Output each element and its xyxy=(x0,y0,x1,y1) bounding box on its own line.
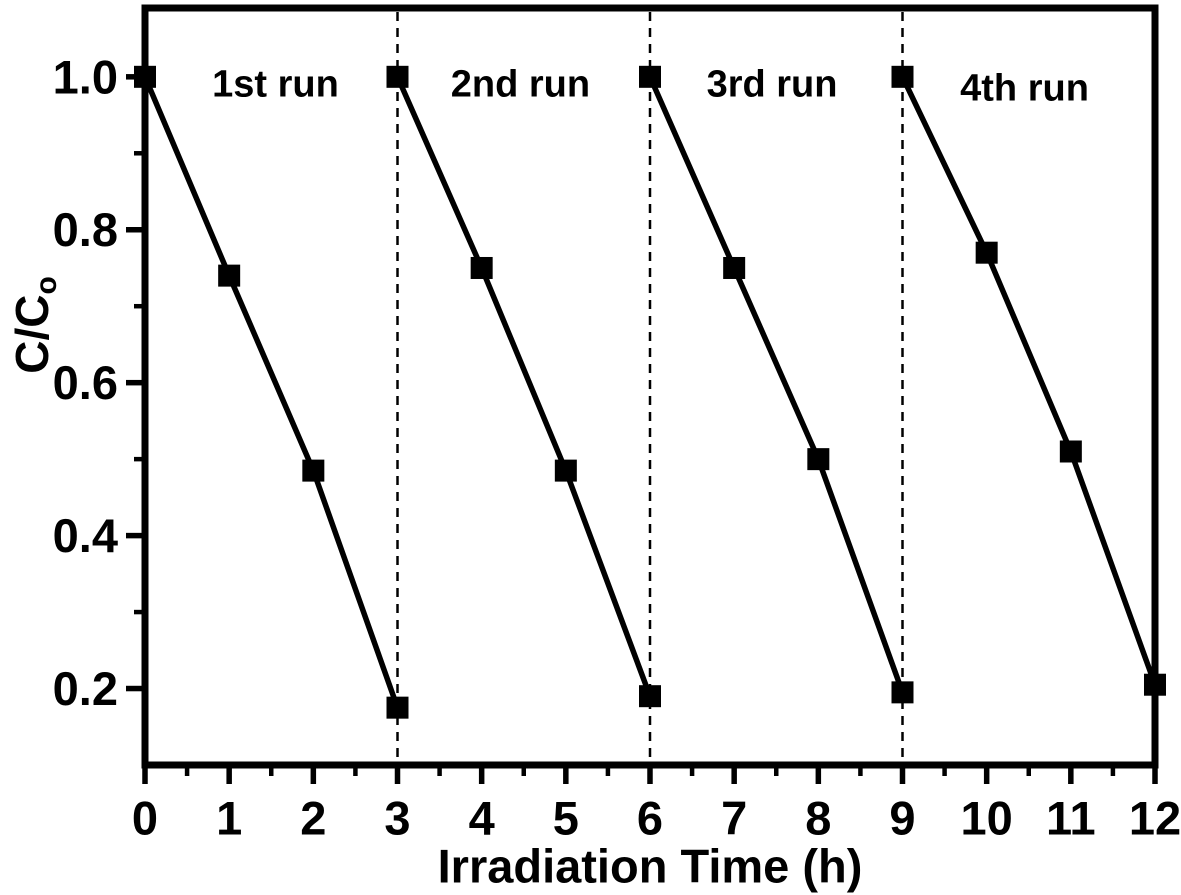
run-label-3rd-run: 3rd run xyxy=(707,63,838,105)
y-tick-label: 1.0 xyxy=(53,50,118,103)
y-tick-label: 0.6 xyxy=(53,356,118,409)
data-point-marker-3rd-run xyxy=(639,65,661,88)
series-line-2nd-run xyxy=(394,75,653,698)
x-tick-label: 10 xyxy=(961,792,1013,845)
data-point-marker-2nd-run xyxy=(554,459,577,482)
data-point-marker-4th-run xyxy=(891,65,914,88)
series-line-3rd-run xyxy=(647,75,906,694)
x-tick-label: 5 xyxy=(553,792,579,845)
x-tick-label: 11 xyxy=(1046,792,1096,845)
series-line-4th-run xyxy=(900,75,1158,686)
y-tick-label: 0.2 xyxy=(53,662,118,715)
data-point-marker-2nd-run xyxy=(470,256,493,279)
plot-frame xyxy=(141,4,1159,769)
x-tick-label: 1 xyxy=(216,792,242,845)
data-point-marker-2nd-run xyxy=(639,685,661,708)
x-tick-label: 9 xyxy=(889,792,915,845)
data-point-marker-1st-run xyxy=(134,65,156,88)
data-point-marker-1st-run xyxy=(386,696,409,719)
x-tick-label: 8 xyxy=(805,792,831,845)
x-tick-label: 3 xyxy=(384,792,410,845)
series-line-1st-run xyxy=(142,75,401,709)
data-point-marker-4th-run xyxy=(1144,673,1166,696)
data-point-marker-3rd-run xyxy=(723,256,746,279)
x-tick-label: 4 xyxy=(469,792,495,845)
data-point-marker-3rd-run xyxy=(891,681,914,704)
run-label-1st-run: 1st run xyxy=(212,63,339,105)
data-point-marker-4th-run xyxy=(1059,440,1082,463)
data-point-marker-3rd-run xyxy=(807,448,830,471)
y-tick-label: 0.4 xyxy=(53,509,118,562)
x-tick-label: 7 xyxy=(721,792,747,845)
x-axis-title: Irradiation Time (h) xyxy=(438,840,863,893)
data-point-marker-1st-run xyxy=(302,459,325,482)
x-tick-label: 2 xyxy=(300,792,326,845)
x-tick-label: 6 xyxy=(637,792,663,845)
y-tick-label: 0.8 xyxy=(53,203,118,256)
data-point-marker-1st-run xyxy=(218,264,241,287)
x-tick-label: 12 xyxy=(1129,792,1181,845)
y-axis-title: C/Co xyxy=(6,276,63,374)
x-tick-label: 0 xyxy=(132,792,158,845)
run-label-2nd-run: 2nd run xyxy=(451,63,590,105)
run-label-4th-run: 4th run xyxy=(960,67,1089,109)
data-point-marker-4th-run xyxy=(975,241,998,264)
data-point-marker-2nd-run xyxy=(386,65,409,88)
